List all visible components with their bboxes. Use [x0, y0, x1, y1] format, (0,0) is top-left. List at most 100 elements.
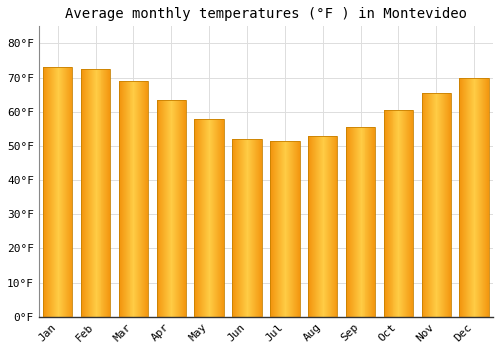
- Bar: [485, 78, 486, 317]
- Bar: [400, 110, 402, 317]
- Bar: [183, 100, 184, 317]
- Bar: [245, 139, 246, 317]
- Bar: [372, 127, 374, 317]
- Bar: [428, 93, 430, 317]
- Bar: [251, 139, 252, 317]
- Bar: [356, 127, 358, 317]
- Bar: [102, 69, 104, 317]
- Bar: [140, 81, 141, 317]
- Bar: [348, 127, 349, 317]
- Bar: [362, 127, 364, 317]
- Bar: [120, 81, 122, 317]
- Bar: [282, 141, 283, 317]
- Bar: [488, 78, 489, 317]
- Bar: [319, 136, 320, 317]
- Bar: [43, 67, 44, 317]
- Bar: [374, 127, 376, 317]
- Bar: [317, 136, 318, 317]
- Bar: [479, 78, 480, 317]
- Bar: [283, 141, 284, 317]
- Bar: [158, 100, 160, 317]
- Bar: [248, 139, 249, 317]
- Bar: [434, 93, 436, 317]
- Bar: [215, 119, 216, 317]
- Bar: [47, 67, 48, 317]
- Bar: [285, 141, 286, 317]
- Bar: [214, 119, 215, 317]
- Bar: [257, 139, 258, 317]
- Bar: [309, 136, 310, 317]
- Bar: [276, 141, 277, 317]
- Bar: [350, 127, 352, 317]
- Bar: [275, 141, 276, 317]
- Bar: [366, 127, 368, 317]
- Bar: [294, 141, 296, 317]
- Bar: [476, 78, 477, 317]
- Bar: [184, 100, 185, 317]
- Bar: [174, 100, 175, 317]
- Bar: [43, 67, 72, 317]
- Bar: [45, 67, 46, 317]
- Bar: [194, 119, 196, 317]
- Bar: [460, 78, 489, 317]
- Bar: [247, 139, 248, 317]
- Bar: [243, 139, 244, 317]
- Bar: [82, 69, 83, 317]
- Bar: [56, 67, 58, 317]
- Bar: [438, 93, 439, 317]
- Bar: [409, 110, 410, 317]
- Bar: [332, 136, 334, 317]
- Bar: [388, 110, 390, 317]
- Bar: [445, 93, 446, 317]
- Bar: [475, 78, 476, 317]
- Bar: [175, 100, 176, 317]
- Bar: [221, 119, 222, 317]
- Bar: [471, 78, 472, 317]
- Bar: [194, 119, 224, 317]
- Bar: [256, 139, 257, 317]
- Bar: [162, 100, 164, 317]
- Bar: [392, 110, 394, 317]
- Bar: [360, 127, 362, 317]
- Bar: [322, 136, 324, 317]
- Bar: [209, 119, 210, 317]
- Bar: [273, 141, 274, 317]
- Bar: [219, 119, 220, 317]
- Bar: [313, 136, 314, 317]
- Bar: [185, 100, 186, 317]
- Bar: [208, 119, 209, 317]
- Bar: [122, 81, 124, 317]
- Bar: [222, 119, 223, 317]
- Bar: [469, 78, 470, 317]
- Bar: [424, 93, 426, 317]
- Bar: [402, 110, 404, 317]
- Bar: [85, 69, 86, 317]
- Bar: [49, 67, 50, 317]
- Bar: [253, 139, 254, 317]
- Bar: [210, 119, 211, 317]
- Bar: [233, 139, 234, 317]
- Bar: [203, 119, 204, 317]
- Bar: [234, 139, 235, 317]
- Bar: [250, 139, 251, 317]
- Bar: [473, 78, 474, 317]
- Bar: [442, 93, 443, 317]
- Bar: [218, 119, 219, 317]
- Bar: [487, 78, 488, 317]
- Bar: [472, 78, 473, 317]
- Bar: [460, 78, 462, 317]
- Bar: [316, 136, 317, 317]
- Bar: [51, 67, 52, 317]
- Bar: [164, 100, 166, 317]
- Bar: [443, 93, 444, 317]
- Bar: [241, 139, 242, 317]
- Bar: [270, 141, 271, 317]
- Bar: [298, 141, 300, 317]
- Bar: [220, 119, 221, 317]
- Bar: [124, 81, 126, 317]
- Bar: [396, 110, 398, 317]
- Bar: [84, 69, 85, 317]
- Bar: [259, 139, 260, 317]
- Bar: [408, 110, 409, 317]
- Bar: [232, 139, 233, 317]
